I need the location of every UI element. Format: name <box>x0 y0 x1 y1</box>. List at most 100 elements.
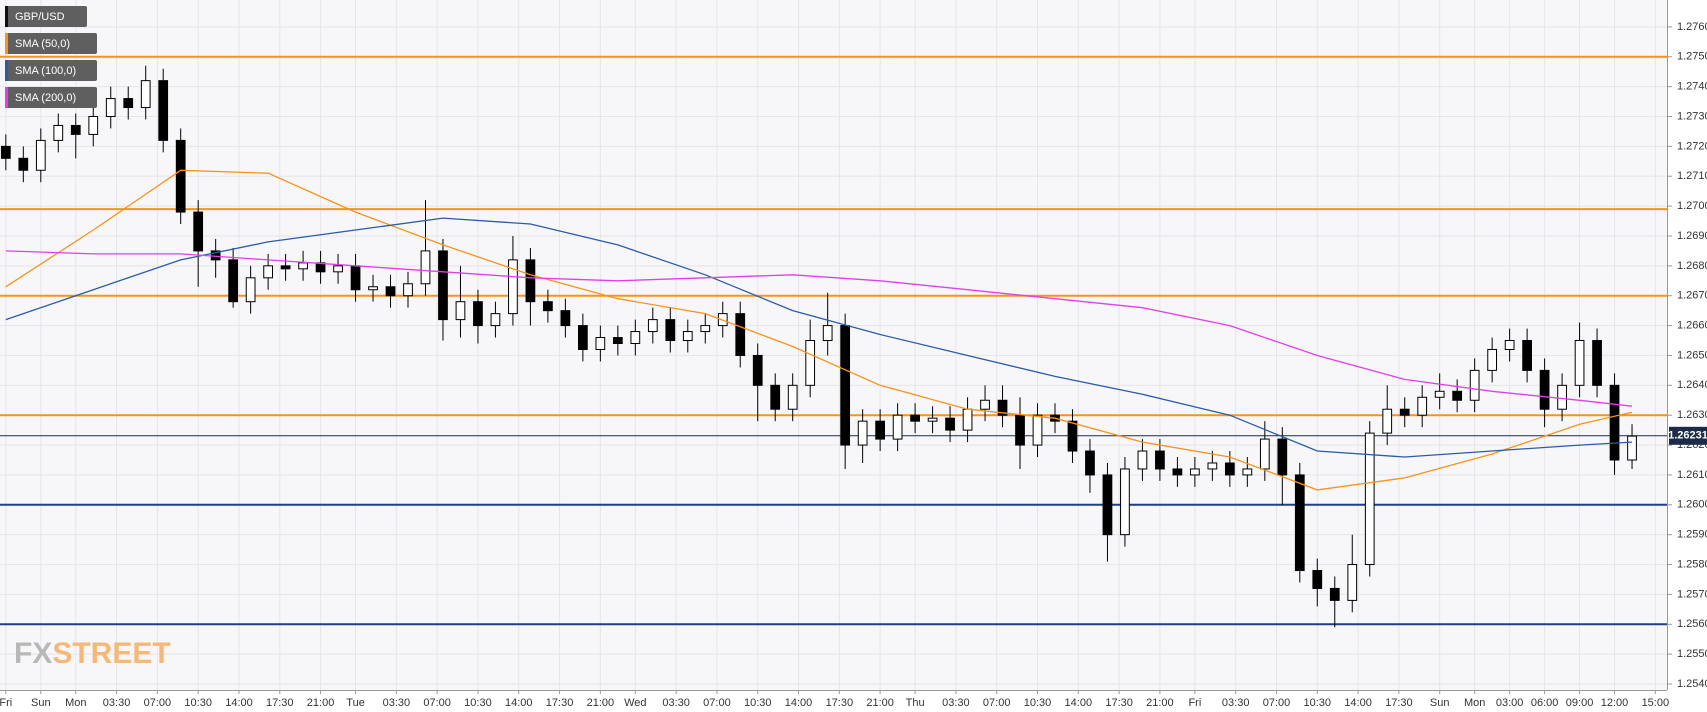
x-tick-label: 03:30 <box>662 697 690 709</box>
x-tick-label: 07:00 <box>423 697 451 709</box>
y-tick-label: 1.2750 <box>1677 51 1707 63</box>
x-tick-label: 10:30 <box>184 697 212 709</box>
y-tick-label: 1.2600 <box>1677 499 1707 511</box>
legend-swatch <box>5 87 8 108</box>
x-tick-label: 12:00 <box>1601 697 1629 709</box>
candle-body <box>228 259 239 303</box>
x-tick-label: 10:30 <box>1024 697 1052 709</box>
x-tick-label: 07:00 <box>703 697 731 709</box>
candle-body <box>1504 340 1515 350</box>
y-tick-label: 1.2640 <box>1677 379 1707 391</box>
x-tick-label: 10:30 <box>1304 697 1332 709</box>
candle-body <box>840 325 851 446</box>
x-tick-label: 07:00 <box>983 697 1011 709</box>
candle-body <box>1627 435 1637 461</box>
legend-label: GBP/USD <box>15 11 65 23</box>
candle-body <box>70 124 81 135</box>
sma-line <box>5 250 1633 407</box>
sma-line <box>5 169 1633 491</box>
candle-body <box>525 259 536 303</box>
candle-body <box>1259 438 1270 470</box>
candle-body <box>822 325 833 342</box>
candle-body <box>1382 408 1393 434</box>
candle-body <box>857 420 868 446</box>
last-price-box <box>1669 426 1707 445</box>
candle-body <box>1522 340 1532 371</box>
candle-body <box>1172 468 1183 476</box>
candle-body <box>455 301 466 321</box>
candle-body <box>1469 369 1480 401</box>
x-tick-label: 14:00 <box>1065 697 1093 709</box>
candle-body <box>945 417 955 431</box>
x-tick-label: Sun <box>31 697 51 709</box>
candle-body <box>595 337 606 350</box>
candle-body <box>1312 570 1323 589</box>
candle-body <box>1155 450 1165 470</box>
x-tick-label: 03:30 <box>1222 697 1250 709</box>
candle-body <box>298 262 308 270</box>
candle-body <box>0 145 11 159</box>
candle-body <box>18 157 29 171</box>
x-tick-label: Sun <box>1430 697 1450 709</box>
candle-body <box>1574 340 1585 386</box>
candle-body <box>245 277 256 303</box>
legend-box <box>5 6 87 27</box>
y-tick-label: 1.2660 <box>1677 319 1707 331</box>
candle-body <box>1294 474 1305 572</box>
x-tick-label: Tue <box>346 697 365 709</box>
candle-body <box>263 265 273 279</box>
candle-body <box>770 384 781 410</box>
candle-body <box>543 301 553 312</box>
last-price-label: 1.26231 <box>1668 430 1707 442</box>
y-tick-label: 1.2730 <box>1677 110 1707 122</box>
candle-body <box>997 399 1008 416</box>
candle-body <box>560 310 571 327</box>
x-tick-label: 17:30 <box>1385 697 1413 709</box>
candle-body <box>158 80 169 141</box>
x-tick-label: 03:00 <box>1496 697 1524 709</box>
candle-body <box>193 211 204 252</box>
logo: FXSTREET <box>14 637 171 670</box>
x-tick-label: Wed <box>624 697 646 709</box>
x-tick-label: 21:00 <box>307 697 335 709</box>
candle-body <box>980 399 990 410</box>
candle-body <box>490 313 501 327</box>
candle-body <box>1417 396 1428 416</box>
candle-body <box>1434 390 1445 398</box>
legend-swatch <box>5 6 8 27</box>
x-tick-label: Fri <box>1188 697 1201 709</box>
plot-area <box>0 0 1667 690</box>
legend-label: SMA (100,0) <box>15 65 76 77</box>
candle-body <box>682 331 693 342</box>
candle-body <box>53 124 64 141</box>
candle-body <box>577 325 588 350</box>
y-tick-label: 1.2680 <box>1677 260 1707 272</box>
candle-body <box>1242 468 1253 476</box>
y-tick-label: 1.2700 <box>1677 200 1707 212</box>
candle-body <box>105 98 116 117</box>
candle-body <box>1277 438 1288 476</box>
y-tick-label: 1.2550 <box>1677 648 1707 660</box>
candle-body <box>752 354 763 386</box>
y-tick-label: 1.2590 <box>1677 529 1707 541</box>
candle-body <box>438 250 448 321</box>
candle-body <box>175 139 186 213</box>
logo-street: STREET <box>52 637 170 670</box>
y-tick-label: 1.2670 <box>1677 290 1707 302</box>
candle-body <box>962 408 973 431</box>
candle-body <box>140 80 151 109</box>
y-tick-label: 1.2650 <box>1677 349 1707 361</box>
legend-swatch <box>5 60 8 81</box>
candle-body <box>1487 348 1498 371</box>
candle-body <box>787 384 798 410</box>
candle-body <box>280 265 291 270</box>
candle-body <box>368 286 378 291</box>
legend-box <box>5 60 97 81</box>
candle-body <box>385 286 396 297</box>
candle-body <box>647 319 658 333</box>
y-tick-label: 1.2610 <box>1677 469 1707 481</box>
x-tick-label: Thu <box>906 697 925 709</box>
x-tick-label: 09:00 <box>1566 697 1594 709</box>
x-tick-label: Fri <box>0 697 12 709</box>
